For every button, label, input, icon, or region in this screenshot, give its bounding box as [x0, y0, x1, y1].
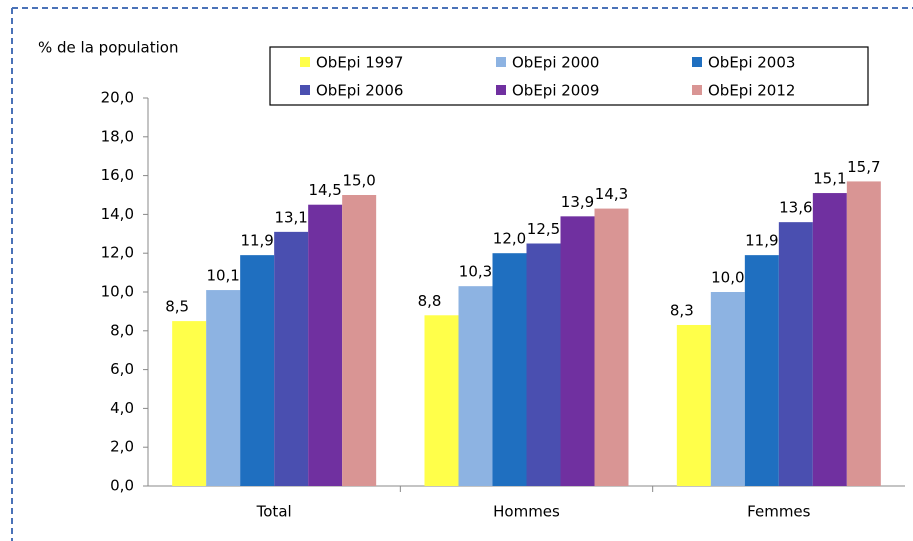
bar	[676, 324, 711, 486]
x-tick-label: Total	[256, 503, 292, 521]
data-label: 12,5	[527, 220, 560, 238]
y-tick-label: 12,0	[101, 244, 134, 262]
legend-swatch	[300, 85, 310, 95]
y-tick-label: 14,0	[101, 205, 134, 223]
bar	[424, 315, 459, 486]
y-tick-label: 6,0	[110, 360, 134, 378]
legend-box	[269, 46, 869, 106]
data-label: 8,5	[165, 298, 189, 316]
legend-label: ObEpi 2003	[708, 54, 795, 72]
data-label: 14,3	[595, 185, 628, 203]
y-tick-label: 0,0	[110, 477, 134, 495]
legend-swatch	[496, 85, 506, 95]
bar	[594, 208, 629, 486]
bar	[458, 286, 493, 486]
bar	[172, 321, 207, 486]
legend-swatch	[496, 57, 506, 67]
legend-label: ObEpi 2006	[316, 82, 403, 100]
legend-swatch	[692, 85, 702, 95]
bar	[778, 222, 813, 486]
bar	[812, 193, 847, 486]
bar	[710, 292, 745, 486]
data-label: 8,8	[418, 292, 442, 310]
data-label: 15,0	[342, 172, 375, 190]
data-label: 15,1	[813, 170, 846, 188]
bar	[744, 255, 779, 486]
bar	[846, 181, 881, 487]
y-tick-label: 20,0	[101, 89, 134, 107]
x-tick-label: Hommes	[493, 503, 560, 521]
y-tick-label: 16,0	[101, 166, 134, 184]
y-axis-label: % de la population	[38, 39, 179, 57]
bar	[342, 195, 377, 486]
y-tick-label: 18,0	[101, 127, 134, 145]
data-label: 12,0	[493, 230, 526, 248]
data-label: 11,9	[745, 232, 778, 250]
legend-label: ObEpi 1997	[316, 54, 403, 72]
data-label: 10,1	[206, 267, 239, 285]
data-label: 11,9	[240, 232, 273, 250]
data-label: 14,5	[308, 181, 341, 199]
bar	[492, 253, 527, 486]
x-tick-label: Femmes	[747, 503, 810, 521]
legend-label: ObEpi 2012	[708, 82, 795, 100]
y-tick-label: 10,0	[101, 283, 134, 301]
bar	[526, 243, 561, 486]
data-label: 10,0	[711, 269, 744, 287]
bar	[240, 255, 275, 486]
data-label: 13,9	[561, 193, 594, 211]
data-label: 13,6	[779, 199, 812, 217]
legend-swatch	[300, 57, 310, 67]
y-tick-label: 2,0	[110, 438, 134, 456]
y-tick-label: 4,0	[110, 399, 134, 417]
legend-label: ObEpi 2000	[512, 54, 599, 72]
data-label: 10,3	[459, 263, 492, 281]
data-label: 13,1	[274, 208, 307, 226]
bar	[308, 204, 343, 486]
data-label: 15,7	[847, 158, 880, 176]
bar	[274, 231, 309, 486]
legend-swatch	[692, 57, 702, 67]
bar	[206, 290, 241, 486]
legend-label: ObEpi 2009	[512, 82, 599, 100]
bar	[560, 216, 595, 486]
y-tick-label: 8,0	[110, 321, 134, 339]
data-label: 8,3	[670, 301, 694, 319]
